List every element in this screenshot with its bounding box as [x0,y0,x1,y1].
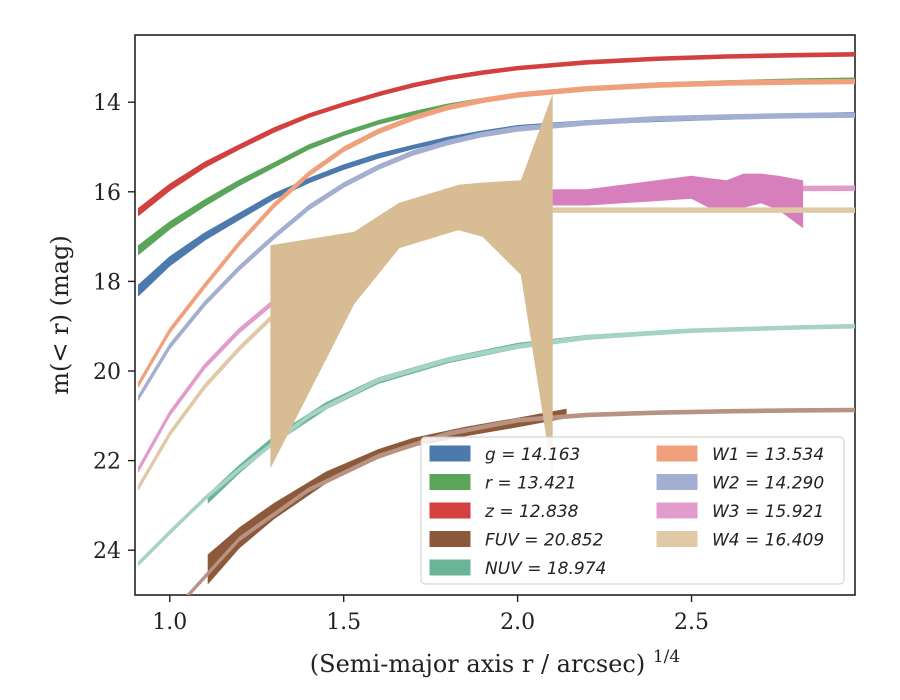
y-tick-label: 18 [93,270,121,295]
series-layer [138,52,855,595]
series-w2-line [138,112,855,401]
x-tick-label: 2.0 [500,610,535,635]
legend-swatch [429,502,471,519]
legend-label: W1 = 13.534 [712,445,824,465]
y-axis-label: m(< r) (mag) [46,235,74,394]
y-tick-label: 24 [93,539,121,564]
legend-label: W3 = 15.921 [712,502,824,522]
legend-swatch [429,445,471,462]
x-tick-label: 1.5 [326,610,361,635]
legend-label: W2 = 14.290 [712,474,824,494]
y-tick-label: 16 [93,181,121,206]
series-r-line [138,77,855,255]
legend-label: z = 12.838 [484,502,579,522]
legend-swatch [429,474,471,490]
y-axis-ticks: 14 16 18 20 22 24 [93,91,135,564]
x-tick-label: 2.5 [674,610,709,635]
legend-label: W4 = 16.409 [712,531,824,551]
series-z-line [138,52,855,216]
x-tick-label: 1.0 [152,610,187,635]
legend-label: FUV = 20.852 [485,531,603,551]
y-tick-label: 14 [93,91,121,116]
series-g-line [138,112,855,297]
legend-label: NUV = 18.974 [485,559,606,579]
legend-swatch [656,531,698,547]
x-axis-label: (Semi-major axis r / arcsec) 1/4 [310,647,680,678]
x-axis-ticks: 1.0 1.5 2.0 2.5 [152,595,709,635]
series-w3-band-band [552,173,804,228]
legend-swatch [656,502,698,519]
legend-box [420,436,845,585]
series-w1-line [138,78,855,388]
legend-swatch [656,445,698,462]
legend-swatch [656,474,698,490]
legend-label: r = 13.421 [485,474,577,494]
y-tick-label: 22 [93,450,121,475]
legend-swatch [429,531,471,547]
legend: g = 14.163 r = 13.421 z = 12.838 FUV = 20.8… [420,436,845,585]
y-tick-label: 20 [93,360,121,385]
series-nuv-extrapolated-line [138,323,855,566]
legend-swatch [429,559,471,576]
legend-label: g = 14.163 [485,445,580,465]
